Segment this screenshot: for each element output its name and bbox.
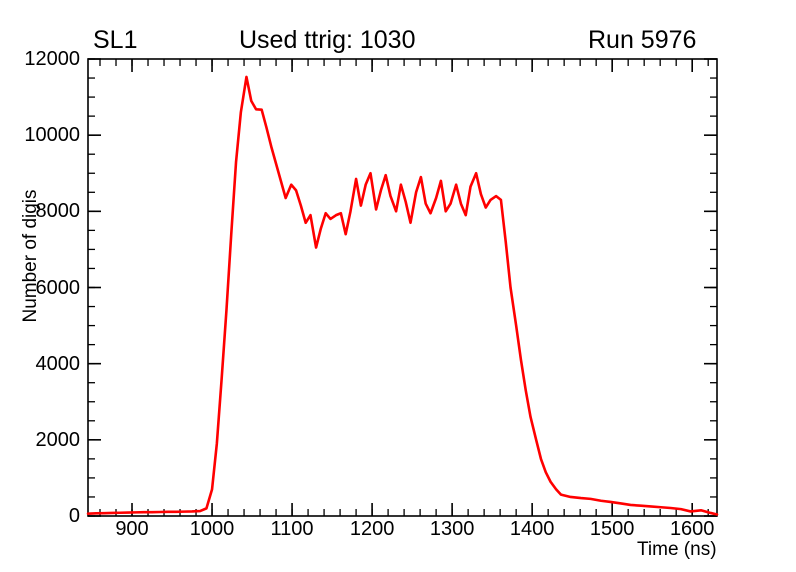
y-tick-label: 8000 bbox=[35, 200, 81, 223]
x-axis-title: Time (ns) bbox=[637, 539, 717, 560]
y-tick-label: 10000 bbox=[24, 124, 80, 147]
header-ttrig-label: Used ttrig: 1030 bbox=[239, 26, 416, 54]
axis-ticks bbox=[88, 58, 717, 517]
y-tick-label: 2000 bbox=[35, 428, 81, 451]
x-tick-label: 1500 bbox=[589, 518, 635, 540]
x-tick-label: 1200 bbox=[349, 518, 395, 540]
x-tick-label: 900 bbox=[115, 518, 149, 540]
x-tick-label: 1000 bbox=[189, 518, 235, 540]
y-tick-label: 6000 bbox=[35, 276, 81, 299]
x-tick-label: 1300 bbox=[429, 518, 475, 540]
header-superlayer-label: SL1 bbox=[93, 26, 138, 54]
y-tick-label: 4000 bbox=[35, 352, 81, 375]
header-run-label: Run 5976 bbox=[588, 26, 697, 54]
x-tick-label: 1100 bbox=[270, 518, 314, 540]
axis-frame bbox=[87, 58, 718, 517]
x-tick-label: 1400 bbox=[509, 518, 555, 540]
x-tick-label: 1600 bbox=[669, 518, 715, 540]
y-tick-label: 12000 bbox=[24, 48, 80, 70]
y-tick-label: 0 bbox=[68, 505, 80, 527]
digis-series-line bbox=[86, 75, 719, 516]
